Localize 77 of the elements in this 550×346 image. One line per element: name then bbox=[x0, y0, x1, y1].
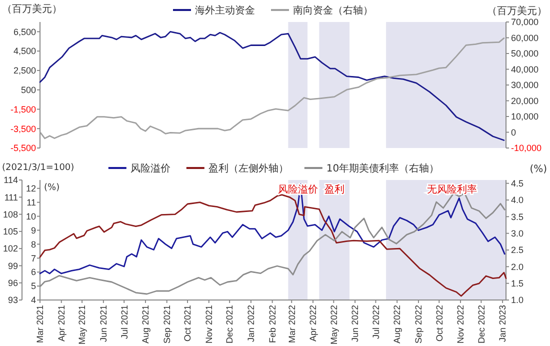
y-tick-label: -1,500 bbox=[10, 104, 36, 114]
y3-tick-label: 8 bbox=[30, 239, 36, 250]
legend-label: 南向资金（右轴） bbox=[293, 4, 373, 16]
x-tick-label: Jun 2021 bbox=[98, 305, 109, 342]
y-tick-label: 108 bbox=[2, 209, 18, 220]
y3-tick-label: 10 bbox=[26, 211, 36, 222]
y2-tick-label: 3.5 bbox=[511, 212, 524, 222]
line-series bbox=[39, 183, 506, 274]
x-tick-label: Feb 2022 bbox=[267, 305, 278, 344]
y2-tick-label: 20,000 bbox=[511, 96, 539, 106]
legend-label: 风险溢价 bbox=[130, 162, 170, 174]
y3-tick-label: 9 bbox=[30, 225, 36, 236]
x-tick-label: May 2022 bbox=[328, 305, 339, 345]
y-tick-label: 6,500 bbox=[13, 26, 36, 37]
y2-axis-title: （百万美元） bbox=[487, 5, 547, 17]
y-tick-label: 2,500 bbox=[13, 66, 36, 76]
x-tick-label: Aug 2021 bbox=[140, 305, 151, 344]
y2-tick-label: 70,000 bbox=[511, 17, 539, 28]
y2-tick-label: -10,000 bbox=[511, 143, 542, 154]
x-tick-label: Jul 2021 bbox=[119, 305, 130, 340]
x-tick-label: Oct 2022 bbox=[434, 305, 444, 342]
y3-tick-label: 4 bbox=[30, 295, 36, 306]
y-tick-label: 105 bbox=[2, 226, 18, 237]
y-axis-title: （百万美元） bbox=[2, 3, 62, 15]
y3-tick-label: 6 bbox=[30, 267, 36, 278]
y2-tick-label: 60,000 bbox=[511, 32, 539, 43]
y-tick-label: 114 bbox=[4, 175, 18, 186]
y-tick-label: 4,500 bbox=[13, 46, 36, 56]
x-tick-label: Jul 2022 bbox=[370, 305, 381, 340]
x-tick-label: Jun 2022 bbox=[350, 305, 360, 342]
y-tick-label: 500 bbox=[20, 84, 36, 95]
x-tick-label: Oct 2021 bbox=[182, 305, 193, 342]
x-tick-label: Sep 2021 bbox=[162, 305, 172, 344]
y2-tick-label: 0 bbox=[511, 127, 516, 138]
y2-tick-label: 40,000 bbox=[511, 64, 539, 74]
y2-tick-label: 3.0 bbox=[511, 228, 524, 238]
y-tick-label: 111 bbox=[4, 192, 18, 202]
y3-tick-label: 7 bbox=[30, 253, 36, 264]
y3-tick-label: 5 bbox=[30, 281, 36, 292]
y-tick-label: -5,500 bbox=[10, 143, 36, 154]
y2-tick-label: 1.5 bbox=[511, 278, 524, 288]
legend-label: 盈利（左侧外轴） bbox=[208, 162, 288, 174]
y-tick-label: 96 bbox=[8, 278, 18, 288]
x-tick-label: Mar 2021 bbox=[35, 305, 46, 344]
y3-tick-label: 12 bbox=[26, 184, 36, 194]
x-tick-label: Dec 2021 bbox=[224, 305, 235, 344]
x-tick-label: Nov 2021 bbox=[204, 305, 214, 344]
x-tick-label: Mar 2022 bbox=[286, 305, 297, 344]
y-tick-label: 102 bbox=[2, 244, 18, 254]
y2-tick-label: 1.0 bbox=[511, 295, 524, 306]
x-tick-label: Sep 2022 bbox=[414, 305, 424, 344]
x-tick-label: May 2021 bbox=[77, 305, 88, 345]
y2-tick-label: 4.5 bbox=[511, 178, 524, 188]
x-tick-label: Nov 2022 bbox=[456, 305, 466, 344]
x-tick-label: Apr 2022 bbox=[308, 305, 318, 342]
legend-label: 海外主动资金 bbox=[195, 4, 255, 16]
x-tick-label: Apr 2021 bbox=[56, 305, 67, 342]
y-tick-label: 93 bbox=[8, 295, 18, 306]
y2-tick-label: 10,000 bbox=[511, 112, 539, 122]
y2-tick-label: 4.0 bbox=[511, 195, 524, 206]
annotation: 无风险利率 bbox=[427, 184, 478, 196]
y2-tick-label: 30,000 bbox=[511, 80, 539, 90]
x-tick-label: Jan 2023 bbox=[498, 305, 508, 342]
x-tick-label: Dec 2022 bbox=[476, 305, 486, 344]
y-tick-label: -3,500 bbox=[10, 124, 36, 134]
y-tick-label: 99 bbox=[8, 260, 18, 271]
annotation: 盈利 bbox=[324, 184, 344, 196]
y3-axis-title: (%) bbox=[44, 183, 60, 193]
y2-tick-label: 2.5 bbox=[511, 245, 524, 256]
y2-tick-label: 2.0 bbox=[511, 262, 524, 272]
y-axis-title: (2021/3/1=100) bbox=[2, 163, 74, 173]
y2-tick-label: 50,000 bbox=[511, 48, 539, 59]
legend-label: 10年期美债利率（右轴） bbox=[326, 162, 440, 174]
y2-axis-title: (%) bbox=[530, 164, 548, 175]
y3-tick-label: 11 bbox=[26, 197, 36, 208]
x-tick-label: Jan 2022 bbox=[246, 305, 256, 342]
x-tick-label: Aug 2022 bbox=[392, 305, 402, 344]
